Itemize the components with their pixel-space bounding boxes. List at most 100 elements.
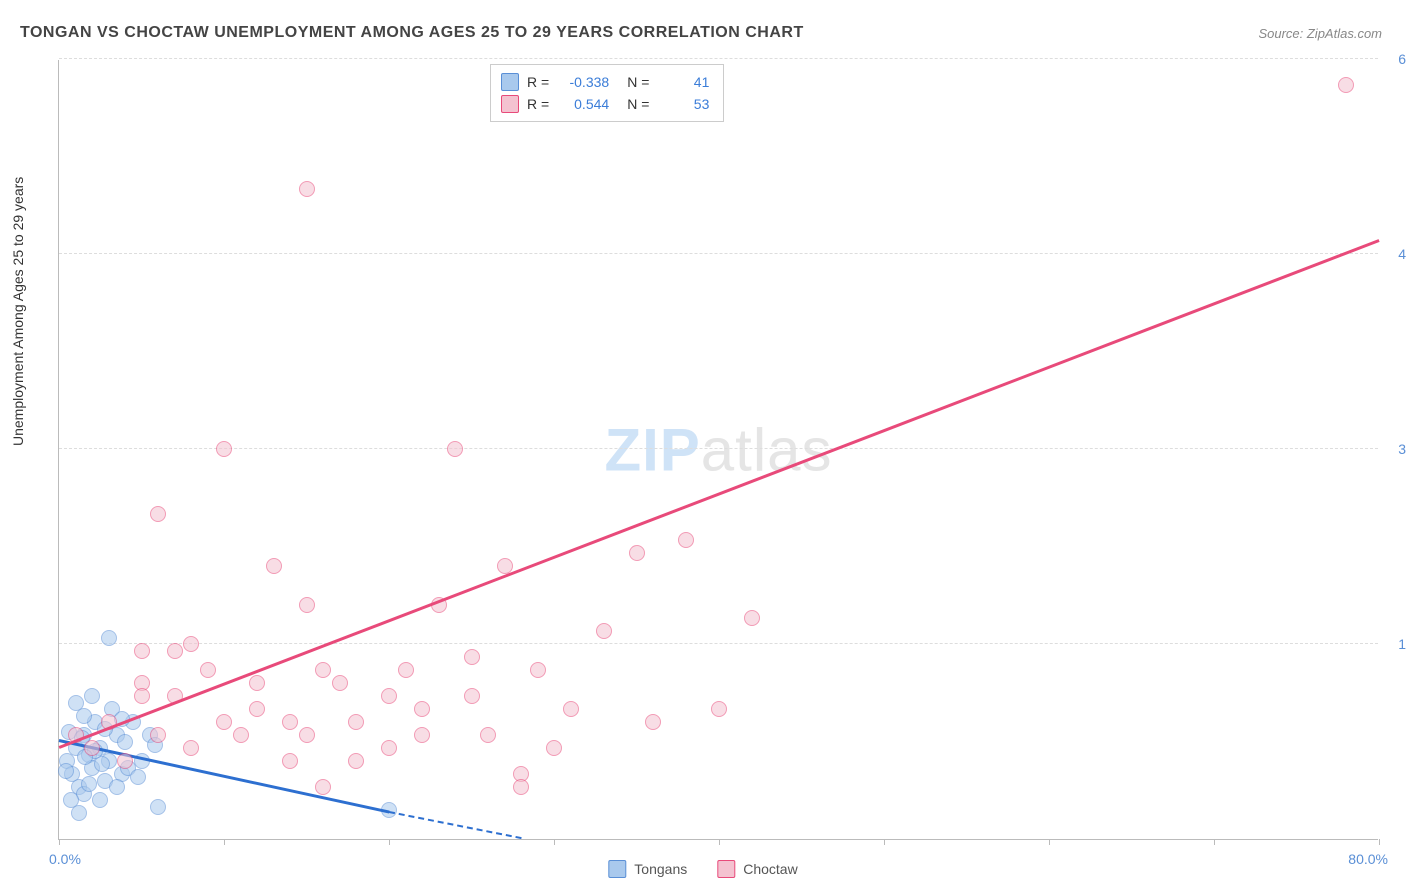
- data-point: [109, 779, 125, 795]
- data-point: [84, 688, 100, 704]
- data-point: [711, 701, 727, 717]
- series-legend: Tongans Choctaw: [608, 860, 797, 878]
- data-point: [150, 799, 166, 815]
- legend-swatch: [717, 860, 735, 878]
- y-tick-label: 30.0%: [1383, 441, 1406, 457]
- data-point: [183, 636, 199, 652]
- data-point: [299, 181, 315, 197]
- data-point: [530, 662, 546, 678]
- n-label: N =: [627, 74, 649, 90]
- data-point: [216, 714, 232, 730]
- legend-swatch: [501, 95, 519, 113]
- x-tick: [224, 839, 225, 845]
- data-point: [200, 662, 216, 678]
- data-point: [63, 792, 79, 808]
- correlation-row: R = 0.544 N = 53: [501, 93, 709, 115]
- r-label: R =: [527, 96, 549, 112]
- legend-swatch: [608, 860, 626, 878]
- x-tick: [554, 839, 555, 845]
- n-label: N =: [627, 96, 649, 112]
- data-point: [678, 532, 694, 548]
- x-tick: [719, 839, 720, 845]
- data-point: [150, 727, 166, 743]
- data-point: [130, 769, 146, 785]
- y-tick-label: 45.0%: [1383, 246, 1406, 262]
- x-axis-max-label: 80.0%: [1348, 851, 1388, 867]
- data-point: [134, 643, 150, 659]
- gridline: [59, 58, 1378, 59]
- data-point: [94, 756, 110, 772]
- y-tick-label: 60.0%: [1383, 51, 1406, 67]
- data-point: [299, 727, 315, 743]
- watermark-part1: ZIP: [604, 416, 700, 483]
- data-point: [546, 740, 562, 756]
- chart-plot-area: ZIPatlas 15.0%30.0%45.0%60.0%0.0%80.0%: [58, 60, 1378, 840]
- data-point: [299, 597, 315, 613]
- data-point: [315, 779, 331, 795]
- correlation-legend-box: R = -0.338 N = 41 R = 0.544 N = 53: [490, 64, 724, 122]
- data-point: [645, 714, 661, 730]
- data-point: [150, 506, 166, 522]
- gridline: [59, 643, 1378, 644]
- legend-label: Tongans: [634, 861, 687, 877]
- data-point: [513, 779, 529, 795]
- x-tick: [1049, 839, 1050, 845]
- data-point: [249, 675, 265, 691]
- data-point: [315, 662, 331, 678]
- data-point: [447, 441, 463, 457]
- r-value: 0.544: [557, 96, 609, 112]
- n-value: 53: [657, 96, 709, 112]
- legend-swatch: [501, 73, 519, 91]
- legend-item: Choctaw: [717, 860, 797, 878]
- data-point: [348, 753, 364, 769]
- data-point: [266, 558, 282, 574]
- regression-line: [59, 239, 1380, 748]
- data-point: [381, 688, 397, 704]
- legend-label: Choctaw: [743, 861, 797, 877]
- data-point: [216, 441, 232, 457]
- data-point: [1338, 77, 1354, 93]
- source-attribution: Source: ZipAtlas.com: [1258, 26, 1382, 41]
- data-point: [117, 734, 133, 750]
- data-point: [744, 610, 760, 626]
- data-point: [398, 662, 414, 678]
- data-point: [414, 727, 430, 743]
- data-point: [167, 643, 183, 659]
- data-point: [348, 714, 364, 730]
- data-point: [81, 776, 97, 792]
- x-tick: [389, 839, 390, 845]
- watermark-logo: ZIPatlas: [604, 415, 832, 484]
- x-axis-min-label: 0.0%: [49, 851, 81, 867]
- data-point: [480, 727, 496, 743]
- r-label: R =: [527, 74, 549, 90]
- correlation-row: R = -0.338 N = 41: [501, 71, 709, 93]
- data-point: [282, 753, 298, 769]
- data-point: [92, 792, 108, 808]
- data-point: [629, 545, 645, 561]
- data-point: [134, 688, 150, 704]
- data-point: [117, 753, 133, 769]
- y-tick-label: 15.0%: [1383, 636, 1406, 652]
- gridline: [59, 448, 1378, 449]
- data-point: [233, 727, 249, 743]
- data-point: [464, 688, 480, 704]
- gridline: [59, 253, 1378, 254]
- data-point: [563, 701, 579, 717]
- data-point: [84, 740, 100, 756]
- data-point: [464, 649, 480, 665]
- r-value: -0.338: [557, 74, 609, 90]
- regression-line-extrapolated: [389, 811, 521, 839]
- x-tick: [884, 839, 885, 845]
- n-value: 41: [657, 74, 709, 90]
- data-point: [249, 701, 265, 717]
- y-axis-title: Unemployment Among Ages 25 to 29 years: [10, 177, 26, 446]
- data-point: [596, 623, 612, 639]
- data-point: [381, 740, 397, 756]
- x-tick: [1379, 839, 1380, 845]
- data-point: [282, 714, 298, 730]
- data-point: [101, 630, 117, 646]
- legend-item: Tongans: [608, 860, 687, 878]
- data-point: [183, 740, 199, 756]
- data-point: [414, 701, 430, 717]
- x-tick: [1214, 839, 1215, 845]
